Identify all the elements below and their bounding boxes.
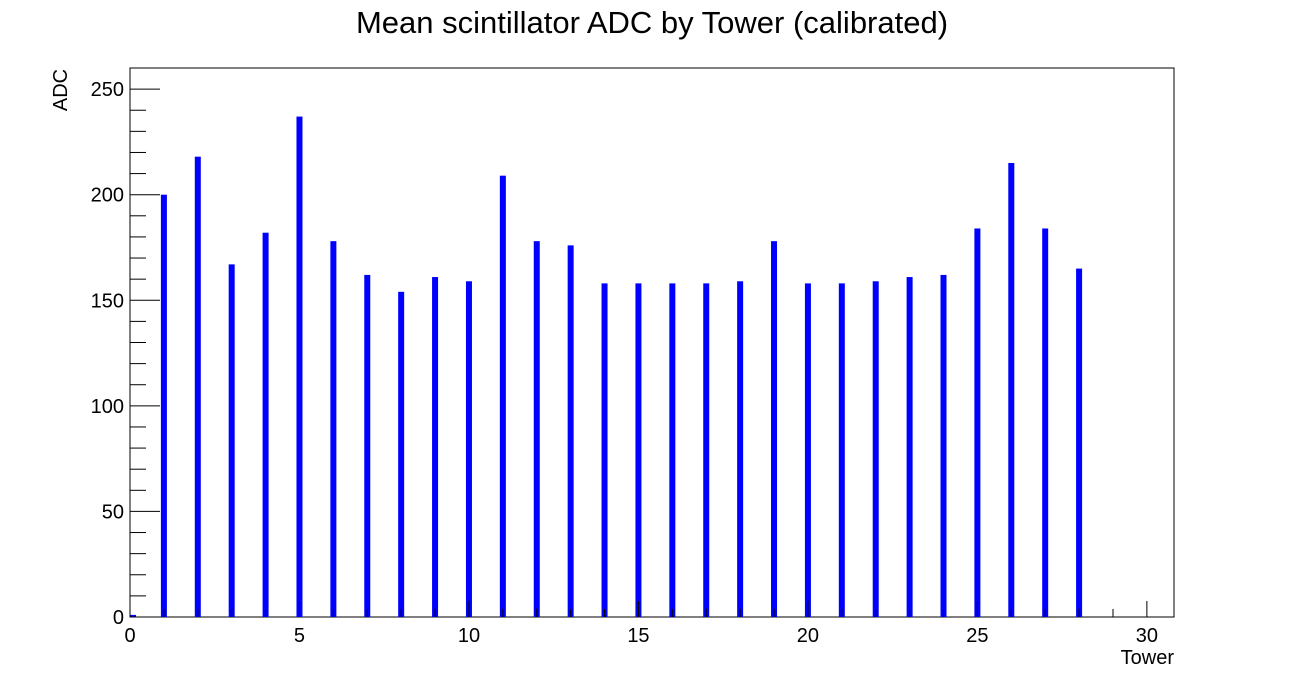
bar-tower-6	[330, 241, 337, 617]
y-tick-label-150: 150	[91, 290, 124, 312]
bar-tower-23	[906, 277, 913, 617]
y-tick-label-200: 200	[91, 185, 124, 207]
bar-tower-1	[160, 194, 167, 617]
bar-tower-21	[838, 283, 845, 617]
bar-tower-11	[499, 175, 506, 617]
x-tick-label-25: 25	[966, 625, 988, 647]
bar-tower-26	[1008, 163, 1015, 617]
bar-tower-0	[130, 614, 136, 617]
bar-tower-4	[262, 232, 269, 617]
bar-tower-8	[398, 291, 405, 617]
bar-tower-9	[432, 277, 439, 617]
bar-tower-16	[669, 283, 676, 617]
bar-tower-20	[804, 283, 811, 617]
axes-group: 0 5 10 15 20 25 30 0 50 100 150 200 250	[91, 67, 1158, 647]
chart-title: Mean scintillator ADC by Tower (calibrat…	[356, 5, 948, 40]
y-axis-label: ADC	[50, 69, 72, 111]
y-tick-label-0: 0	[113, 607, 124, 629]
x-tick-label-5: 5	[294, 625, 305, 647]
x-tick-label-0: 0	[124, 625, 135, 647]
bar-tower-19	[771, 241, 778, 617]
bar-tower-7	[364, 274, 371, 617]
bars-group	[130, 116, 1083, 618]
y-tick-label-250: 250	[91, 79, 124, 101]
x-axis-label: Tower	[1121, 647, 1175, 669]
bar-tower-17	[703, 283, 710, 617]
y-tick-label-50: 50	[102, 501, 124, 523]
plot-frame	[129, 67, 1175, 618]
bar-tower-3	[228, 264, 235, 617]
bar-tower-5	[296, 116, 303, 618]
bar-tower-12	[533, 241, 540, 617]
bar-tower-15	[635, 283, 642, 617]
x-tick-label-10: 10	[458, 625, 480, 647]
bar-tower-10	[465, 281, 472, 617]
bar-tower-22	[872, 281, 879, 617]
bar-tower-18	[737, 281, 744, 617]
y-tick-label-100: 100	[91, 396, 124, 418]
bar-tower-28	[1076, 268, 1083, 617]
x-tick-label-20: 20	[797, 625, 819, 647]
x-tick-label-15: 15	[627, 625, 649, 647]
bar-tower-27	[1042, 228, 1049, 617]
bar-tower-14	[601, 283, 608, 617]
bar-tower-2	[194, 156, 201, 617]
bar-tower-24	[940, 274, 947, 617]
bar-tower-13	[567, 245, 574, 617]
bar-tower-25	[974, 228, 981, 617]
x-tick-label-30: 30	[1136, 625, 1158, 647]
